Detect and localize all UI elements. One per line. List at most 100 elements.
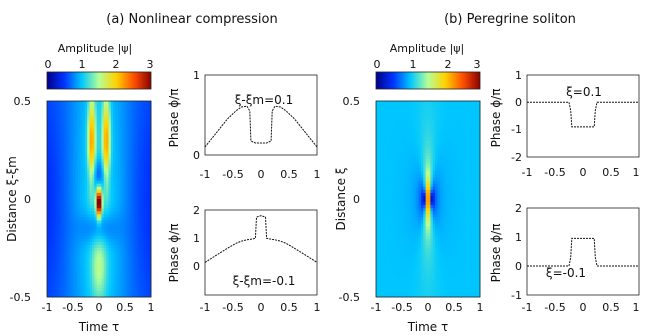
panel-a-heatmap-cell [134, 186, 138, 191]
panel-a-heatmap-cell [99, 205, 102, 209]
panel-a-heatmap-cell [101, 165, 105, 169]
panel-b-heatmap-cell [428, 162, 431, 166]
panel-a-heatmap-cell [75, 254, 79, 258]
panel-a-heatmap-cell [132, 287, 135, 292]
panel-b-heatmap-cell [406, 153, 410, 157]
panel-a-heatmap-cell [70, 269, 74, 273]
panel-a-heatmap-cell [113, 189, 116, 194]
panel-b-heatmap-cell [411, 226, 415, 231]
panel-a-heatmap-cell [70, 125, 74, 129]
panel-a-heatmap-cell [120, 232, 124, 237]
panel-a-heatmap-cell [82, 131, 86, 136]
panel-a-heatmap-cell [108, 244, 112, 249]
panel-b-heatmap-cell [437, 229, 441, 234]
panel-a-heatmap-cell [115, 223, 119, 227]
panel-b-heatmap-cell [392, 153, 396, 157]
panel-a-heatmap-cell [84, 263, 88, 267]
panel-b-heatmap-cell [444, 241, 448, 246]
panel-a-heatmap-cell [143, 269, 147, 273]
panel-b-heatmap-cell [470, 119, 474, 123]
panel-a-heatmap-cell [87, 260, 90, 264]
panel-a-heatmap-cell [101, 137, 105, 142]
panel-a-heatmap-cell [70, 208, 74, 212]
panel-a-heatmap-cell [113, 260, 116, 264]
panel-b-heatmap-cell [465, 238, 469, 243]
panel-a-heatmap-cell [54, 156, 57, 160]
panel-a-heatmap-cell [125, 150, 128, 154]
panel-a-heatmap-cell [108, 143, 112, 148]
panel-a-heatmap-cell [75, 257, 79, 261]
panel-a-heatmap-cell [63, 223, 67, 227]
panel-a-heatmap-cell [94, 241, 98, 246]
panel-a-heatmap-cell [106, 107, 109, 111]
panel-b-heatmap-cell [409, 134, 412, 139]
panel-b-heatmap-cell [477, 226, 481, 231]
panel-b-heatmap-cell [380, 104, 384, 108]
panel-b-heatmap-cell [458, 226, 462, 231]
panel-a-heatmap-cell [122, 153, 126, 157]
panel-a-heatmap-cell [75, 159, 79, 163]
panel-b-heatmap-cell [418, 125, 422, 129]
panel-b-heatmap-cell [380, 214, 384, 218]
panel-b-heatmap-cell [432, 202, 436, 206]
panel-a-heatmap-cell [84, 223, 88, 227]
panel-a-heatmap-cell [58, 260, 62, 264]
panel-a-heatmap-cell [134, 189, 138, 194]
panel-a-heatmap-cell [70, 241, 74, 246]
panel-a-heatmap-cell [134, 131, 138, 136]
panel-a-heatmap-cell [61, 199, 64, 203]
panel-a-heatmap-cell [51, 171, 55, 175]
panel-a-heatmap-cell [110, 220, 114, 224]
panel-a-heatmap-cell [75, 195, 79, 200]
panel-a-heatmap-cell [141, 150, 145, 154]
panel-b-heatmap-cell [411, 220, 415, 224]
panel-a-heatmap-cell [94, 248, 98, 252]
panel-a-phase-bottom-frame [204, 209, 318, 296]
panel-a-heatmap-cell [73, 134, 76, 139]
panel-b-heatmap-cell [413, 137, 417, 142]
panel-a-heatmap-cell [91, 107, 95, 111]
panel-a-heatmap-cell [58, 125, 62, 129]
panel-b-heatmap-cell [444, 186, 448, 191]
panel-a-heatmap-cell [75, 134, 79, 139]
panel-b-heatmap-cell [411, 159, 415, 163]
panel-b-heatmap-cell [432, 232, 436, 237]
panel-a-heatmap-cell [127, 284, 131, 289]
panel-a-heatmap-cell [146, 214, 150, 218]
panel-a-heatmap-cell [49, 260, 53, 264]
panel-a-heatmap-cell [125, 220, 128, 224]
panel-a-heatmap-cell [125, 183, 128, 188]
panel-b-heatmap-cell [451, 110, 455, 114]
panel-a-heatmap-cell [75, 101, 79, 105]
panel-a-heatmap-cell [56, 125, 60, 129]
panel-a-heatmap-cell [65, 177, 69, 182]
panel-a-heatmap-cell [139, 168, 142, 172]
panel-a-heatmap-cell [63, 174, 67, 178]
panel-b-heatmap-cell [399, 223, 403, 227]
panel-a-heatmap-cell [80, 232, 83, 237]
panel-b-heatmap-cell [430, 128, 434, 133]
panel-b-heatmap-cell [477, 214, 481, 218]
panel-a-heatmap-cell [77, 186, 81, 191]
panel-a-heatmap-cell [139, 290, 142, 295]
panel-a-heatmap-cell [143, 223, 147, 227]
panel-a-heatmap-cell [108, 183, 112, 188]
panel-a-heatmap-cell [132, 257, 135, 261]
panel-b-heatmap-cell [416, 128, 419, 133]
panel-b-heatmap-cell [420, 238, 424, 243]
panel-a-heatmap-cell [141, 189, 145, 194]
panel-a-heatmap-cell [101, 199, 105, 203]
panel-a-heatmap-cell [129, 122, 133, 126]
panel-a-heatmap-cell [129, 159, 133, 163]
panel-a-heatmap-cell [143, 131, 147, 136]
panel-a-heatmap-cell [122, 134, 126, 139]
panel-a-heatmap-cell [134, 113, 138, 117]
panel-b-heatmap-cell [399, 226, 403, 231]
panel-b-heatmap-cell [439, 113, 443, 117]
panel-b-heatmap-cell [409, 137, 412, 142]
panel-a-heatmap-cell [54, 195, 57, 200]
panel-a-heatmap-cell [94, 125, 98, 129]
panel-b-heatmap-cell [458, 162, 462, 166]
panel-a-heatmap-cell [113, 101, 116, 105]
panel-a-heatmap-cell [148, 168, 152, 172]
